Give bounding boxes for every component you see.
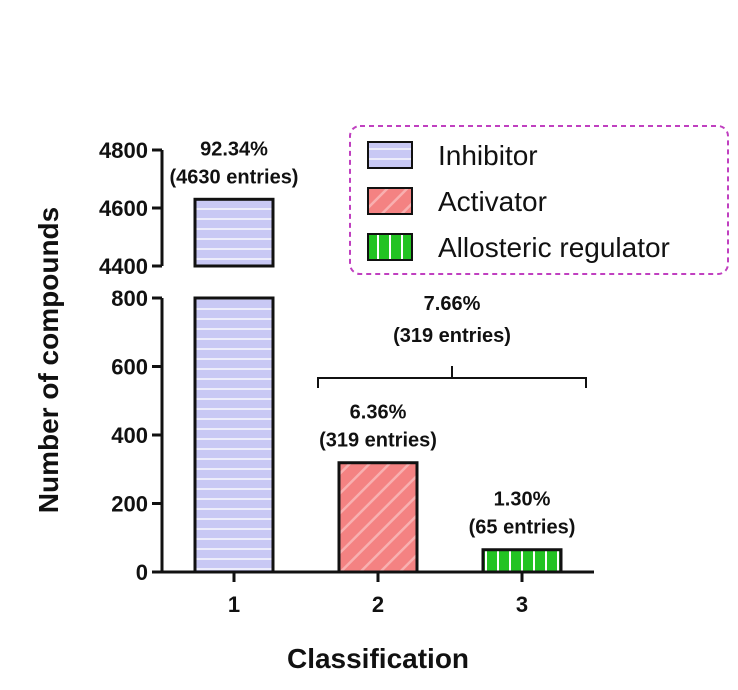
bar-label-entries-allosteric-regulator: (65 entries) <box>469 517 576 539</box>
x-tick-label-1: 1 <box>228 592 240 617</box>
x-tick-label-3: 3 <box>516 592 528 617</box>
y-tick-label-lower-0: 0 <box>136 560 148 585</box>
bar-labels: 92.34% (4630 entries) 6.36% (319 entries) 1.… <box>170 138 576 538</box>
legend-swatch-activator <box>367 187 413 215</box>
y-tick-label-lower-3: 600 <box>111 355 148 380</box>
x-tick-label-2: 2 <box>372 592 384 617</box>
legend-label-activator: Activator <box>438 186 547 217</box>
bar-label-percent-inhibitor: 92.34% <box>200 138 268 160</box>
bar-label-entries-activator: (319 entries) <box>319 430 437 452</box>
bar-inhibitor-upper <box>193 197 275 268</box>
bars <box>193 197 563 574</box>
legend: Inhibitor Activator Allosteric regulator <box>349 125 729 275</box>
y-tick-label-upper-2: 4800 <box>99 138 148 163</box>
legend-swatch-inhibitor <box>367 141 413 169</box>
x-axis-title: Classification <box>287 643 469 674</box>
bracket-annotation: 7.66% (319 entries) <box>317 293 587 388</box>
legend-label-allosteric-regulator: Allosteric regulator <box>438 232 670 263</box>
legend-label-inhibitor: Inhibitor <box>438 140 538 171</box>
bracket-line <box>317 366 587 388</box>
bracket-entries: (319 entries) <box>393 325 511 347</box>
y-axis-title: Number of compounds <box>33 207 64 513</box>
bar-label-percent-activator: 6.36% <box>350 402 407 424</box>
y-tick-label-upper-0: 4400 <box>99 254 148 279</box>
bar-inhibitor-lower <box>193 296 275 574</box>
legend-frame <box>349 125 729 275</box>
bar-label-percent-allosteric-regulator: 1.30% <box>494 489 551 511</box>
axes: 0 200 400 600 800 4400 4600 4800 1 2 3 <box>99 138 594 617</box>
bar-label-entries-inhibitor: (4630 entries) <box>170 166 299 188</box>
bar-allosteric-regulator <box>481 548 563 574</box>
y-tick-label-lower-4: 800 <box>111 286 148 311</box>
bar-activator <box>337 461 419 574</box>
legend-swatch-allosteric-regulator <box>367 233 413 261</box>
y-tick-label-lower-2: 400 <box>111 423 148 448</box>
bracket-percent: 7.66% <box>424 293 481 315</box>
y-tick-label-upper-1: 4600 <box>99 196 148 221</box>
y-tick-label-lower-1: 200 <box>111 492 148 517</box>
